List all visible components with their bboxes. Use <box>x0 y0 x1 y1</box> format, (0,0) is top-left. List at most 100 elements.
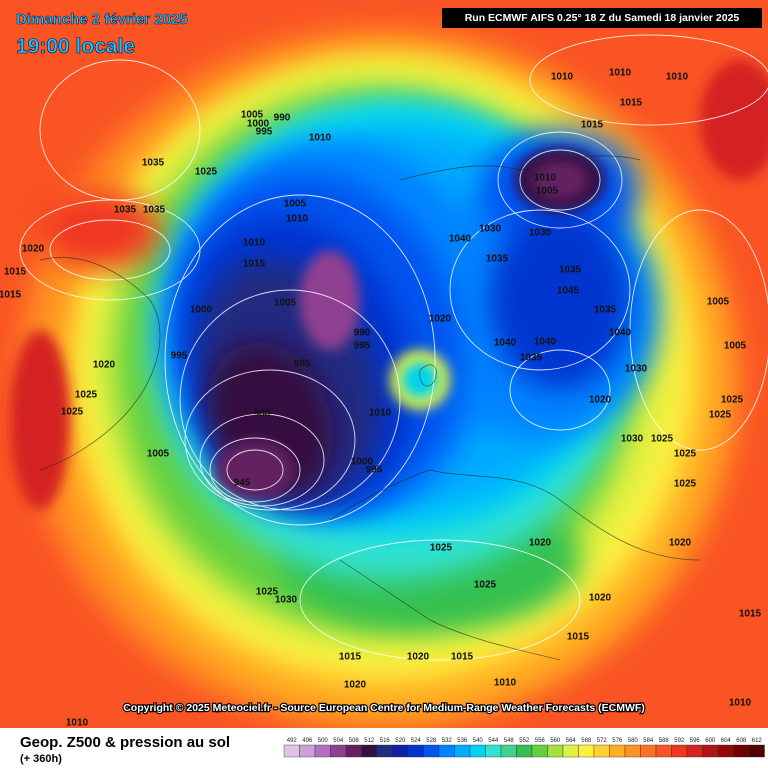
isobar-label: 1010 <box>66 718 89 728</box>
level-swatch <box>640 744 657 758</box>
level-swatch <box>733 744 750 758</box>
isobar-label: 1000 <box>190 305 213 316</box>
isobar-label: 1010 <box>286 214 309 225</box>
isobar-label: 980 <box>254 409 271 420</box>
level-label: 572 <box>597 738 608 744</box>
level-swatch <box>330 744 347 758</box>
field-area <box>700 60 768 180</box>
level-label: 524 <box>411 738 422 744</box>
field-area <box>10 330 70 510</box>
level-swatch <box>345 744 362 758</box>
isobar-label: 1010 <box>309 133 332 144</box>
isobar-label: 1040 <box>449 234 472 245</box>
run-info: Run ECMWF AIFS 0.25° 18 Z du Samedi 18 j… <box>465 12 740 24</box>
level-label: 540 <box>473 738 484 744</box>
isobar-label: 1025 <box>430 543 453 554</box>
level-swatch <box>686 744 703 758</box>
field-area <box>532 160 588 200</box>
isobar-label: 1005 <box>274 298 297 309</box>
isobar-label: 1010 <box>666 72 689 83</box>
level-label: 508 <box>349 738 360 744</box>
isobar-label: 1010 <box>243 238 266 249</box>
forecast-time: 19:00 locale <box>16 35 135 58</box>
isobar-label: 1025 <box>674 449 697 460</box>
level-swatch <box>593 744 610 758</box>
level-swatch <box>671 744 688 758</box>
isobar-label: 1020 <box>589 593 612 604</box>
color-scale: 492 496 500 504 508 512 516 520 524 528 532 536 540 5… <box>283 738 765 758</box>
level-swatch <box>547 744 564 758</box>
isobar-label: 1025 <box>474 580 497 591</box>
level-swatch <box>438 744 455 758</box>
level-swatch <box>562 744 579 758</box>
isobar-label: 1015 <box>739 609 762 620</box>
isobar-label: 1010 <box>534 173 557 184</box>
isobar-label: 1010 <box>609 68 632 79</box>
level-label: 592 <box>674 738 685 744</box>
isobar-label: 1020 <box>407 652 430 663</box>
level-swatch <box>314 744 331 758</box>
isobar-label: 1015 <box>339 652 362 663</box>
level-swatch <box>407 744 424 758</box>
isobars <box>19 34 768 661</box>
isobar-label: 1025 <box>195 167 218 178</box>
run-box <box>442 8 762 28</box>
level-label: 604 <box>721 738 732 744</box>
isobar-label: 1025 <box>709 410 732 421</box>
isobar-label: 1035 <box>114 205 137 216</box>
isobar-label: 1020 <box>22 244 45 255</box>
isobar-label: 1020 <box>669 538 692 549</box>
isobar-label: 945 <box>234 478 251 489</box>
level-swatch <box>578 744 595 758</box>
field-area <box>215 440 295 500</box>
legend: Geop. Z500 & pression au sol (+ 360h) 49… <box>20 734 765 765</box>
isobar-label: 1020 <box>93 360 116 371</box>
isobar-label: 1030 <box>479 224 502 235</box>
level-label: 500 <box>318 738 329 744</box>
isobar-label: 995 <box>366 465 383 476</box>
isobar-label: 1035 <box>486 254 509 265</box>
isobar-label: 1030 <box>625 364 648 375</box>
level-label: 596 <box>690 738 701 744</box>
isobar-label: 1005 <box>147 449 170 460</box>
isobar-label: 995 <box>171 351 188 362</box>
level-label: 576 <box>612 738 623 744</box>
isobar-label: 1030 <box>621 434 644 445</box>
legend-title: Geop. Z500 & pression au sol <box>20 734 230 751</box>
isobar-label: 1020 <box>529 538 552 549</box>
isobar-label: 1015 <box>243 259 266 270</box>
level-label: 584 <box>643 738 654 744</box>
isobar-label: 1025 <box>75 390 98 401</box>
level-label: 528 <box>426 738 437 744</box>
isobar-label: 990 <box>354 328 371 339</box>
isobar-label: 1010 <box>494 678 517 689</box>
level-label: 556 <box>535 738 546 744</box>
isobar-label: 1005 <box>241 110 264 121</box>
level-swatch <box>500 744 517 758</box>
level-label: 600 <box>705 738 716 744</box>
forecast-date: Dimanche 2 février 2025 <box>16 11 188 28</box>
field-area <box>40 190 160 270</box>
level-label: 504 <box>333 738 344 744</box>
level-label: 552 <box>519 738 530 744</box>
isobar-label: 1025 <box>674 479 697 490</box>
coastlines <box>39 155 701 661</box>
isobar-label: 1015 <box>4 267 27 278</box>
legend-subtitle: (+ 360h) <box>20 753 62 765</box>
isobar-label: 1005 <box>536 186 559 197</box>
level-label: 612 <box>752 738 763 744</box>
field-area <box>490 210 630 390</box>
isobar-label: 1020 <box>589 395 612 406</box>
isobar-label: 995 <box>256 127 273 138</box>
isobar-label: 1005 <box>284 199 307 210</box>
level-label: 512 <box>364 738 375 744</box>
level-swatch <box>531 744 548 758</box>
level-label: 520 <box>395 738 406 744</box>
isobar-label: 1020 <box>344 680 367 691</box>
isobar-label: 1000 <box>247 119 270 130</box>
isobar-label: 1025 <box>721 395 744 406</box>
level-swatch <box>748 744 765 758</box>
level-label: 496 <box>302 738 313 744</box>
isobar-label: 1015 <box>567 632 590 643</box>
